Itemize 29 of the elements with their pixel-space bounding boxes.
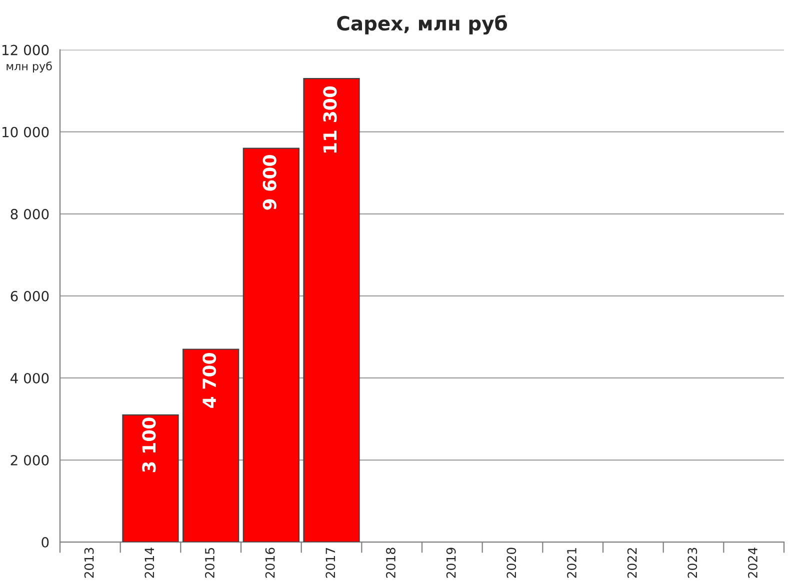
x-tick-label: 2016 [265,548,275,578]
bar [122,414,179,542]
x-tick-label: 2024 [748,548,758,578]
y-tick-label: 10 000 [2,126,49,138]
data-label: 4 700 [202,353,216,408]
bar [303,78,360,542]
x-tick-label: 2023 [688,548,698,578]
x-tick-label: 2015 [205,548,214,578]
y-tick-label: 6 000 [10,290,49,302]
chart-title: Capex, млн руб [337,14,508,35]
x-tick-label: 2019 [446,548,456,578]
data-label: 9 600 [262,155,276,210]
x-tick-label: 2022 [627,548,637,578]
y-tick-label: 0 [42,537,49,548]
x-tick-label: 2018 [386,548,396,578]
x-tick-label: 2017 [326,548,336,578]
x-tick-label: 2021 [567,548,576,578]
x-tick-label: 2020 [506,548,516,578]
bar [242,148,300,542]
bar [182,348,240,542]
y-axis-title: млн руб [6,62,52,73]
x-tick-label: 2014 [144,548,154,578]
data-label: 3 100 [142,418,156,472]
y-tick-label: 8 000 [10,208,49,220]
y-tick-label: 4 000 [10,372,49,384]
data-label: 11 300 [323,86,337,153]
y-tick-label: 2 000 [10,454,49,466]
y-tick-label: 12 000 [2,44,49,56]
x-tick-label: 2013 [84,548,94,578]
